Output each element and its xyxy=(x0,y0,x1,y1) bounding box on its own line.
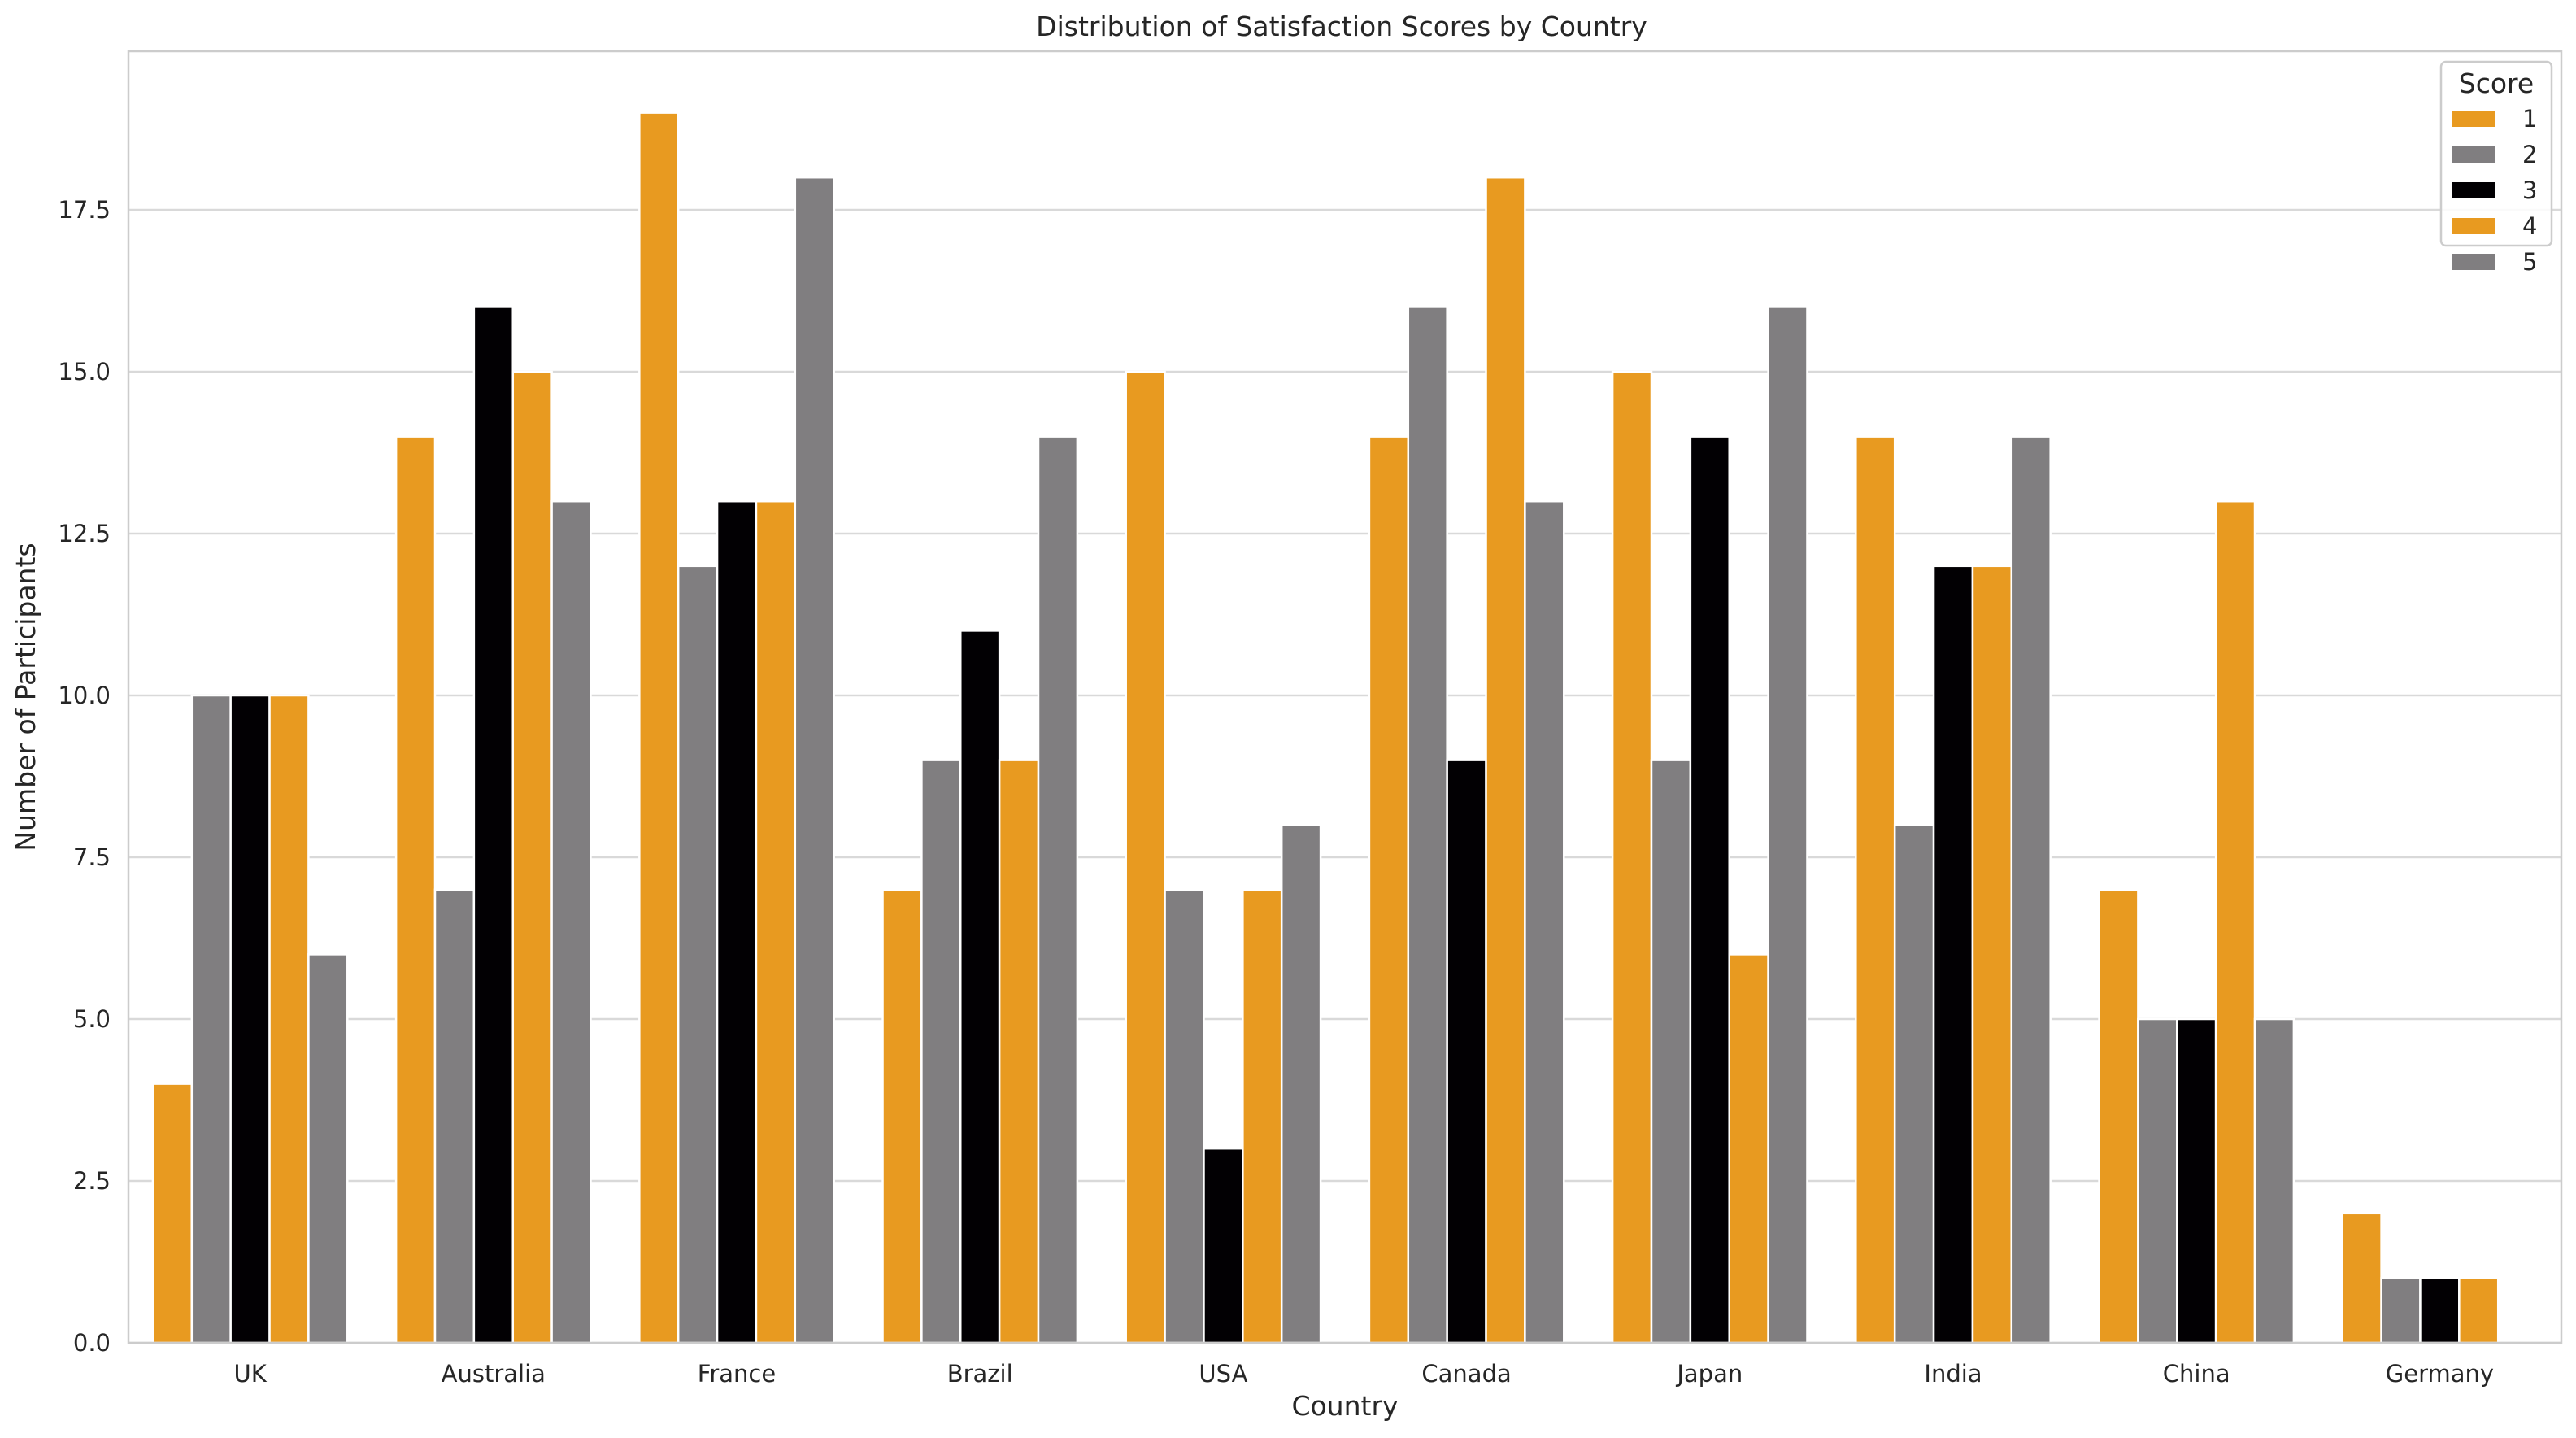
bars xyxy=(151,111,2500,1344)
x-axis-label: Country xyxy=(1291,1390,1398,1422)
x-tick-label: India xyxy=(1924,1360,1982,1388)
bar-france-score-4 xyxy=(755,499,797,1344)
bar-brazil-score-3 xyxy=(959,630,1001,1344)
bar-japan-score-3 xyxy=(1689,435,1730,1344)
x-axis-ticks: UK Australia France Brazil USA Canada Japan Ind… xyxy=(233,1360,2494,1388)
bar-uk-score-2 xyxy=(190,694,232,1344)
bar-germany-score-3 xyxy=(2419,1277,2461,1344)
legend-label: 2 xyxy=(2522,141,2537,168)
bar-india-score-5 xyxy=(2010,435,2052,1344)
bar-usa-score-3 xyxy=(1203,1147,1244,1344)
x-tick-label: Japan xyxy=(1675,1360,1743,1388)
bar-uk-score-3 xyxy=(229,694,271,1344)
y-tick-label: 12.5 xyxy=(58,520,111,547)
bar-india-score-3 xyxy=(1932,564,1974,1344)
bar-japan-score-5 xyxy=(1767,306,1808,1344)
bar-japan-score-1 xyxy=(1611,370,1653,1344)
legend-swatch xyxy=(2452,111,2495,127)
bar-canada-score-4 xyxy=(1485,176,1526,1344)
bar-germany-score-4 xyxy=(2458,1277,2500,1344)
bar-china-score-5 xyxy=(2253,1017,2295,1344)
bar-uk-score-4 xyxy=(268,694,310,1344)
bar-australia-score-3 xyxy=(472,306,514,1344)
bar-uk-score-1 xyxy=(151,1083,194,1344)
y-tick-label: 7.5 xyxy=(73,843,111,871)
y-tick-label: 10.0 xyxy=(58,682,111,709)
bar-japan-score-2 xyxy=(1650,759,1692,1344)
bar-china-score-1 xyxy=(2098,888,2139,1344)
bar-canada-score-5 xyxy=(1524,499,1565,1344)
legend-title: Score xyxy=(2459,68,2534,99)
bar-germany-score-1 xyxy=(2341,1212,2382,1344)
legend-label: 4 xyxy=(2522,212,2537,240)
bar-france-score-5 xyxy=(794,176,835,1344)
bar-india-score-2 xyxy=(1893,823,1935,1344)
bar-china-score-3 xyxy=(2176,1017,2217,1344)
plot-frame xyxy=(127,50,2563,1344)
bar-canada-score-2 xyxy=(1407,306,1448,1344)
x-tick-label: China xyxy=(2163,1360,2230,1388)
y-axis-label: Number of Participants xyxy=(10,543,41,851)
bar-usa-score-1 xyxy=(1125,370,1166,1344)
y-tick-label: 15.0 xyxy=(58,358,111,386)
bar-australia-score-5 xyxy=(550,499,592,1344)
bar-france-score-3 xyxy=(716,499,758,1344)
y-axis-ticks: 0.0 2.5 5.0 7.5 10.0 12.5 15.0 17.5 xyxy=(58,196,111,1357)
bar-australia-score-4 xyxy=(511,370,553,1344)
legend: Score 1 2 3 4 5 xyxy=(2439,60,2553,276)
x-tick-label: France xyxy=(698,1360,776,1388)
bar-china-score-2 xyxy=(2137,1017,2178,1344)
legend-swatch xyxy=(2452,146,2495,163)
legend-box xyxy=(2439,60,2553,247)
bar-brazil-score-1 xyxy=(881,888,923,1344)
bar-brazil-score-5 xyxy=(1037,435,1079,1344)
x-tick-label: USA xyxy=(1199,1360,1247,1388)
bar-india-score-4 xyxy=(1971,564,2013,1344)
bar-australia-score-1 xyxy=(394,435,437,1344)
x-tick-label: Australia xyxy=(442,1360,546,1388)
chart-title: Distribution of Satisfaction Scores by C… xyxy=(1036,11,1647,42)
y-tick-label: 17.5 xyxy=(58,196,111,224)
bar-australia-score-2 xyxy=(433,888,476,1344)
legend-swatch xyxy=(2452,254,2495,270)
x-tick-label: Germany xyxy=(2386,1360,2494,1388)
legend-label: 3 xyxy=(2522,176,2537,204)
bar-japan-score-4 xyxy=(1728,953,1769,1344)
legend-label: 5 xyxy=(2522,248,2537,276)
bar-usa-score-5 xyxy=(1280,823,1322,1344)
bar-france-score-2 xyxy=(677,564,719,1344)
legend-swatch xyxy=(2452,182,2495,198)
bar-uk-score-5 xyxy=(307,953,349,1344)
y-tick-label: 5.0 xyxy=(73,1005,111,1033)
y-tick-label: 2.5 xyxy=(73,1167,111,1195)
bar-canada-score-1 xyxy=(1368,435,1410,1344)
bar-brazil-score-2 xyxy=(920,759,962,1344)
bar-brazil-score-4 xyxy=(998,759,1040,1344)
bar-india-score-1 xyxy=(1855,435,1896,1344)
bar-usa-score-2 xyxy=(1164,888,1205,1344)
bar-france-score-1 xyxy=(638,111,680,1344)
bar-canada-score-3 xyxy=(1446,759,1487,1344)
x-tick-label: Canada xyxy=(1421,1360,1511,1388)
bar-china-score-4 xyxy=(2214,499,2256,1344)
bar-germany-score-2 xyxy=(2380,1277,2422,1344)
legend-swatch xyxy=(2452,218,2495,234)
bar-usa-score-4 xyxy=(1242,888,1283,1344)
x-tick-label: UK xyxy=(233,1360,267,1388)
y-tick-label: 0.0 xyxy=(73,1329,111,1357)
legend-label: 1 xyxy=(2522,105,2537,133)
x-tick-label: Brazil xyxy=(947,1360,1013,1388)
